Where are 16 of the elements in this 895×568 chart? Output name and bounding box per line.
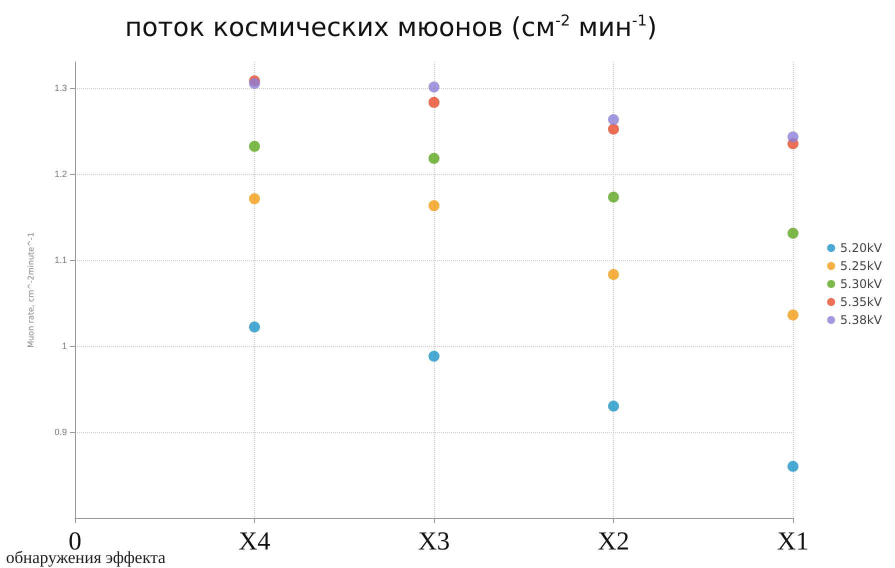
legend-label: 5.20kV [840, 241, 883, 255]
x-tick-label: X1 [777, 526, 809, 556]
y-tick-label: 1.3 [54, 82, 67, 93]
x-tick-label: X3 [418, 526, 450, 556]
legend-label: 5.35kV [840, 295, 883, 309]
x-tick-label: X4 [238, 526, 270, 556]
legend-label: 5.30kV [840, 277, 883, 291]
y-tick-label: 1.2 [54, 168, 67, 179]
y-tick-label: 1.1 [54, 254, 67, 265]
legend-label: 5.38kV [840, 313, 883, 327]
y-tick-label: 0.9 [54, 426, 67, 437]
x-tick-label: 0 [68, 526, 82, 556]
legend-label: 5.25kV [840, 259, 883, 273]
y-axis-title: Muon rate, cm^-2minute^-1 [26, 232, 36, 348]
x-tick-label: X2 [598, 526, 630, 556]
y-tick-label: 1 [62, 340, 67, 351]
